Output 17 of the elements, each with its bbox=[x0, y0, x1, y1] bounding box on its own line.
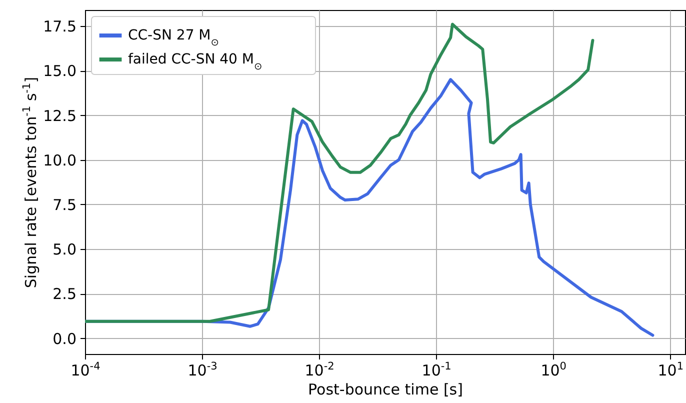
y-tick-label: 0.0 bbox=[52, 330, 76, 348]
y-tick-label: 15.0 bbox=[43, 62, 76, 80]
x-tick-label: 10$^{0}$ bbox=[540, 360, 566, 380]
y-tick-label: 7.5 bbox=[52, 196, 76, 214]
legend-label: CC-SN 27 M$_{⊙}$ bbox=[128, 28, 219, 48]
x-tick-label: 10$^{-1}$ bbox=[422, 360, 452, 380]
legend-label: failed CC-SN 40 M$_{⊙}$ bbox=[128, 52, 262, 72]
y-tick-label: 2.5 bbox=[52, 285, 76, 304]
x-tick-label: 10$^{1}$ bbox=[658, 360, 684, 380]
y-tick-label: 5.0 bbox=[52, 240, 76, 259]
x-tick-label: 10$^{-3}$ bbox=[188, 360, 218, 380]
x-tick-label: 10$^{-4}$ bbox=[70, 360, 101, 380]
y-tick-label: 10.0 bbox=[43, 151, 76, 170]
x-tick-label: 10$^{-2}$ bbox=[304, 360, 334, 380]
x-axis-title: Post-bounce time [s] bbox=[308, 380, 463, 398]
y-tick-label: 12.5 bbox=[43, 106, 76, 125]
y-tick-label: 17.5 bbox=[43, 18, 76, 36]
